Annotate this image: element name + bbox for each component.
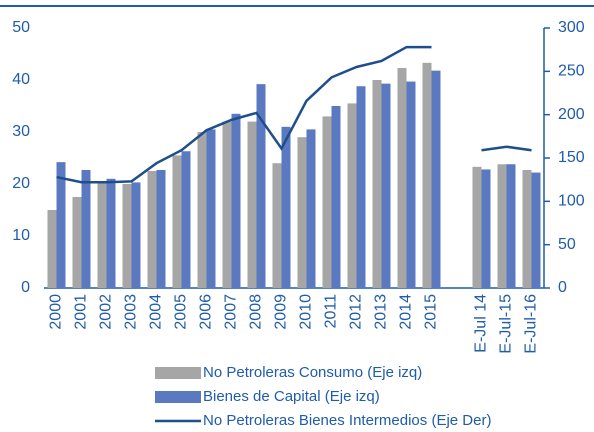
bar — [122, 184, 132, 288]
x-tick-label: 2010 — [298, 294, 315, 330]
bar — [381, 83, 391, 288]
y2-tick-label: 300 — [558, 19, 585, 36]
x-tick-label: 2002 — [98, 294, 115, 330]
y2-tick-label: 100 — [558, 193, 585, 210]
bar — [406, 81, 416, 288]
bar — [81, 169, 91, 288]
x-tick-label: 2008 — [248, 294, 265, 330]
bar — [147, 171, 157, 288]
x-tick-label: 2009 — [273, 294, 290, 330]
bar — [397, 68, 407, 288]
x-tick-label: 2005 — [173, 294, 190, 330]
bar — [197, 132, 207, 288]
legend-swatch — [155, 391, 201, 403]
y-tick-label: 50 — [12, 19, 30, 36]
bar — [531, 172, 541, 288]
y-tick-label: 30 — [12, 123, 30, 140]
bar — [56, 162, 66, 288]
bar — [156, 169, 166, 288]
x-tick-label: 2007 — [223, 294, 240, 330]
bar — [297, 137, 307, 288]
x-tick-label: E-Jul 14 — [473, 294, 490, 353]
bar — [356, 86, 366, 289]
bar — [481, 169, 491, 288]
x-tick-label: 2012 — [348, 294, 365, 330]
x-tick-label: E-Jul-16 — [523, 294, 540, 354]
bar — [347, 103, 357, 289]
bar — [522, 169, 532, 288]
x-tick-label: 2011 — [323, 294, 340, 329]
y2-tick-label: 150 — [558, 149, 585, 166]
bar — [47, 210, 57, 288]
bar — [281, 126, 291, 288]
bar — [322, 116, 332, 289]
x-tick-label: 2003 — [123, 294, 140, 330]
bar — [372, 80, 382, 288]
bar — [422, 62, 432, 289]
x-tick-label: 2015 — [423, 294, 440, 330]
y2-tick-label: 200 — [558, 106, 585, 123]
bar — [272, 163, 282, 288]
legend-swatch — [155, 367, 201, 379]
bar — [172, 155, 182, 288]
x-tick-label: 2000 — [48, 294, 65, 330]
y2-tick-label: 0 — [558, 279, 567, 296]
x-tick-label: E-Jul-15 — [498, 294, 515, 354]
bar — [247, 121, 257, 288]
bar — [256, 84, 266, 288]
bar — [206, 129, 216, 288]
bar — [222, 121, 232, 288]
y-tick-label: 20 — [12, 175, 30, 192]
x-tick-label: 2014 — [398, 294, 415, 330]
bar — [131, 182, 141, 288]
y-tick-label: 40 — [12, 71, 30, 88]
bar — [231, 113, 241, 288]
bar — [506, 164, 516, 288]
legend-label: No Petroleras Bienes Intermedios (Eje De… — [203, 412, 491, 429]
bar — [97, 181, 107, 288]
bar — [431, 70, 441, 288]
bar — [72, 197, 82, 288]
x-tick-label: 2013 — [373, 294, 390, 330]
bar — [497, 164, 507, 288]
bar — [106, 178, 116, 288]
bar — [181, 151, 191, 288]
x-tick-label: 2006 — [198, 294, 215, 330]
y2-tick-label: 250 — [558, 63, 585, 80]
x-tick-label: 2004 — [148, 294, 165, 330]
line — [56, 45, 532, 184]
y-tick-label: 10 — [12, 227, 30, 244]
y2-tick-label: 50 — [558, 236, 576, 253]
bar — [331, 106, 341, 288]
legend-label: No Petroleras Consumo (Eje izq) — [203, 364, 422, 381]
legend-label: Bienes de Capital (Eje izq) — [203, 388, 380, 405]
y-tick-label: 0 — [21, 279, 30, 296]
bar — [306, 129, 316, 288]
bar — [472, 166, 482, 288]
x-tick-label: 2001 — [73, 294, 90, 330]
